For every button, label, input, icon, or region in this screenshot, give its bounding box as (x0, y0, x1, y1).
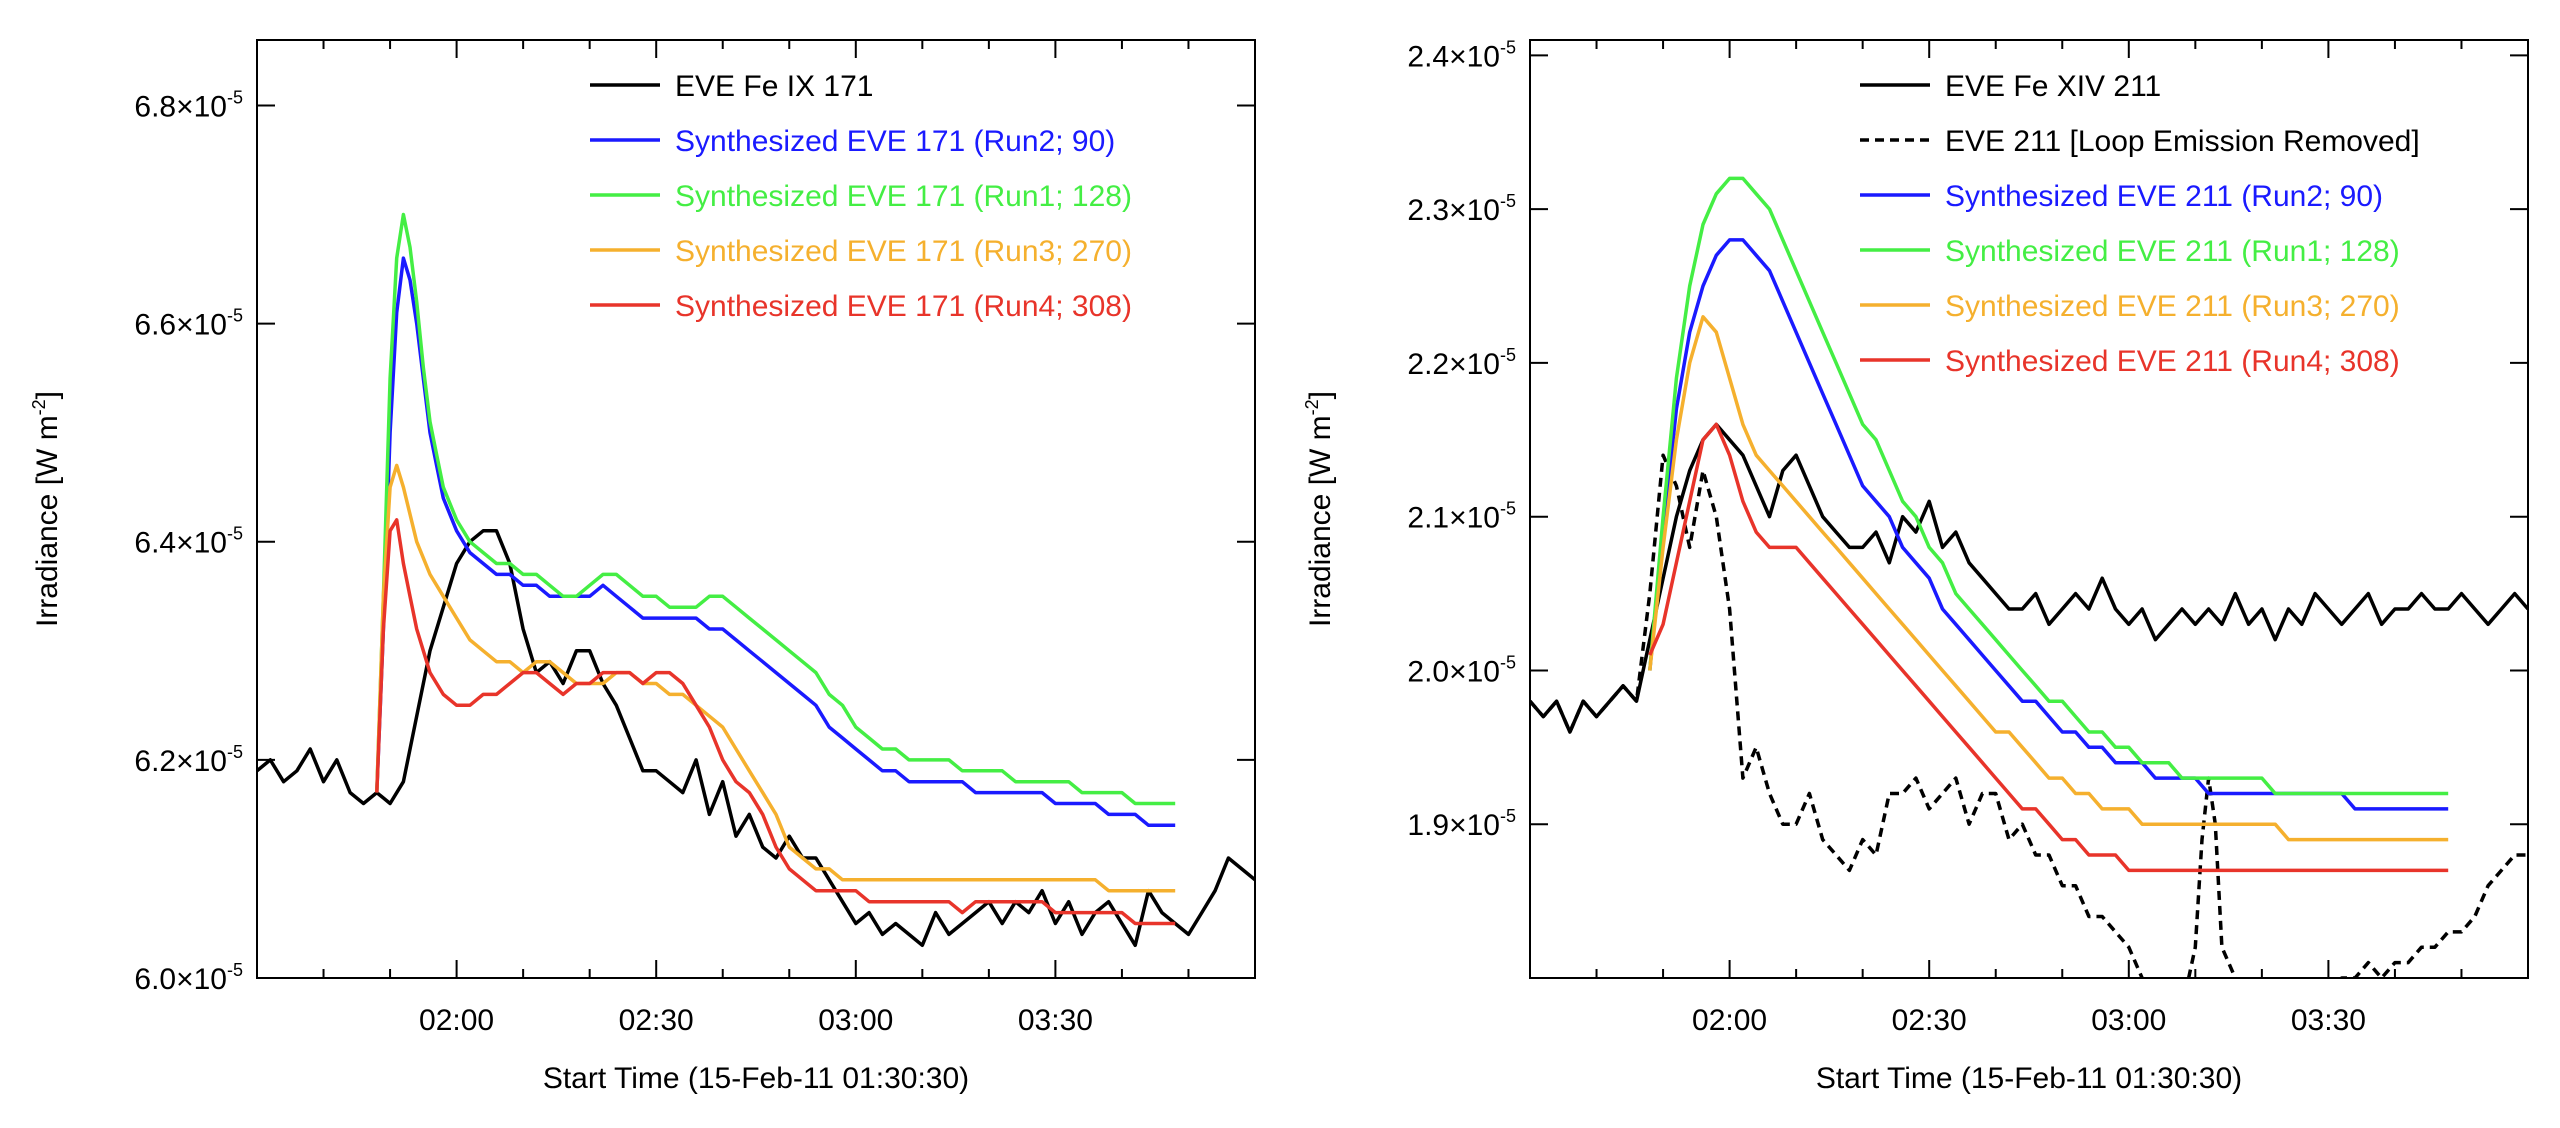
left-chart-plot-frame (256, 39, 1256, 979)
right-chart-series-line-6 (1648, 422, 2449, 873)
left-chart-x-tick-label: 02:30 (619, 1004, 694, 1037)
right-chart-x-tick-label: 03:30 (2291, 1004, 2366, 1037)
right-chart-legend-label: EVE 211 [Loop Emission Removed] (1945, 125, 2420, 158)
left-chart-y-axis-label: Irradiance [W m-2] (29, 391, 64, 627)
left-chart-series-line-2 (375, 256, 1176, 828)
right-chart-series-line-1 (1530, 422, 2528, 734)
right-chart-y-tick-label: 2.3×10-5 (1407, 191, 1516, 227)
right-chart-y-axis-label-close: ] (1304, 391, 1337, 399)
right-chart-x-tick-label: 02:30 (1892, 1004, 1967, 1037)
right-chart-x-axis-label: Start Time (15-Feb-11 01:30:30) (1816, 1062, 2242, 1095)
left-chart-y-tick-label: 6.8×10-5 (134, 87, 243, 123)
right-chart-plot-frame (1529, 39, 2529, 979)
left-chart-series-line-4 (375, 463, 1176, 893)
left-chart-y-axis-label-close: ] (31, 391, 64, 399)
right-chart-x-tick-label: 03:00 (2091, 1004, 2166, 1037)
left-chart-legend-label: Synthesized EVE 171 (Run3; 270) (675, 235, 1132, 268)
right-chart-legend: EVE Fe XIV 211 EVE 211 [Loop Emission Rem… (1860, 70, 2420, 378)
right-chart-y-axis-label-sup: -2 (1302, 399, 1322, 415)
right-chart-x-tick-label: 02:00 (1692, 1004, 1767, 1037)
left-chart-legend-label: Synthesized EVE 171 (Run2; 90) (675, 125, 1115, 158)
right-chart-panel: 02:00 02:30 03:00 03:30 1.9×10-5 2.0×10-5 2.1×… (1302, 37, 2529, 1095)
right-chart-legend-label: Synthesized EVE 211 (Run3; 270) (1945, 290, 2400, 323)
right-chart-legend-label: Synthesized EVE 211 (Run2; 90) (1945, 180, 2383, 213)
right-chart-ticks-group: 02:00 02:30 03:00 03:30 1.9×10-5 2.0×10-5 2.1×… (1407, 37, 2528, 1037)
left-chart-y-axis-label-sup: -2 (29, 399, 49, 415)
left-chart-y-tick-label: 6.2×10-5 (134, 742, 243, 778)
right-chart-y-tick-label: 1.9×10-5 (1407, 806, 1516, 842)
left-chart-series-line-5 (375, 518, 1176, 926)
right-chart-legend-label: EVE Fe XIV 211 (1945, 70, 2161, 103)
right-chart-y-tick-label: 2.0×10-5 (1407, 652, 1516, 688)
right-chart-y-axis-label-main: Irradiance [W m (1304, 415, 1337, 627)
right-chart-legend-label: Synthesized EVE 211 (Run4; 308) (1945, 345, 2400, 378)
left-chart-x-tick-label: 03:00 (818, 1004, 893, 1037)
right-chart-y-tick-label: 2.2×10-5 (1407, 345, 1516, 381)
left-chart-y-tick-label: 6.4×10-5 (134, 524, 243, 560)
left-chart-y-tick-label: 6.0×10-5 (134, 960, 243, 996)
left-chart-y-tick-label: 6.6×10-5 (134, 306, 243, 342)
left-chart-series-line-1 (257, 529, 1255, 948)
left-chart-legend-label: Synthesized EVE 171 (Run1; 128) (675, 180, 1132, 213)
left-chart-legend: EVE Fe IX 171 Synthesized EVE 171 (Run2; … (590, 70, 1132, 323)
left-chart-x-tick-label: 02:00 (419, 1004, 494, 1037)
left-chart-x-tick-label: 03:30 (1018, 1004, 1093, 1037)
left-chart-series-line-3 (375, 212, 1176, 806)
right-chart-series-line-4 (1648, 176, 2449, 796)
left-chart-series-group (257, 212, 1255, 948)
right-chart-y-axis-label: Irradiance [W m-2] (1302, 391, 1337, 627)
left-chart-y-axis-label-main: Irradiance [W m (31, 415, 64, 627)
left-chart-legend-label: EVE Fe IX 171 (675, 70, 873, 103)
right-chart-series-line-2 (1530, 453, 2528, 978)
right-chart-series-line-5 (1648, 315, 2449, 842)
right-chart-y-tick-label: 2.4×10-5 (1407, 37, 1516, 73)
left-chart-legend-label: Synthesized EVE 171 (Run4; 308) (675, 290, 1132, 323)
right-chart-legend-label: Synthesized EVE 211 (Run1; 128) (1945, 235, 2400, 268)
left-chart-x-axis-label: Start Time (15-Feb-11 01:30:30) (543, 1062, 969, 1095)
left-chart-panel: 02:00 02:30 03:00 03:30 6.0×10-5 6.2×10-5 6.4×… (29, 39, 1256, 1095)
right-chart-series-line-3 (1648, 238, 2449, 811)
left-chart-ticks-group: 02:00 02:30 03:00 03:30 6.0×10-5 6.2×10-5 6.4×… (134, 40, 1255, 1037)
right-chart-series-group (1530, 176, 2528, 978)
right-chart-y-tick-label: 2.1×10-5 (1407, 499, 1516, 535)
